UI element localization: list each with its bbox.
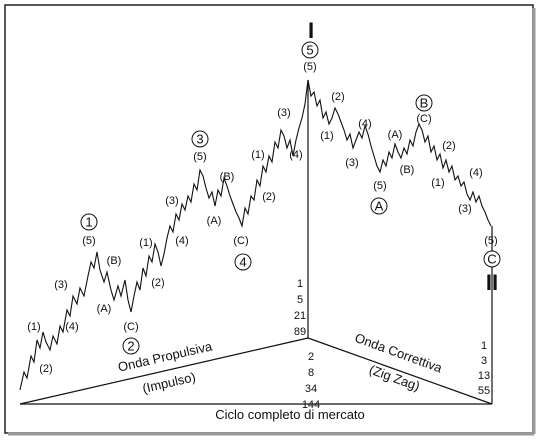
center-number-top: 1: [297, 278, 303, 290]
impulse-label: (5): [82, 235, 95, 247]
correction-label: (1): [431, 177, 444, 189]
impulse-label: (5): [303, 61, 316, 73]
center-number-bottom: 34: [305, 383, 317, 395]
major-label-5-circle: [301, 41, 319, 59]
correction-label: (2): [331, 91, 344, 103]
impulse-label: (A): [207, 215, 222, 227]
impulse-label: (2): [151, 277, 164, 289]
impulse-base-line: [19, 337, 309, 405]
major-label-4-circle: [234, 253, 252, 271]
impulse-label: (B): [220, 171, 235, 183]
right-number: 1: [481, 340, 487, 352]
center-number-bottom: 2: [308, 351, 314, 363]
correction-label: (5): [373, 180, 386, 192]
impulse-label: (2): [39, 363, 52, 375]
major-label-5: 5: [306, 43, 313, 58]
correction-label: (B): [400, 164, 415, 176]
major-label-c: C: [487, 252, 496, 267]
major-label-2-circle: [122, 337, 140, 355]
impulse-label: (2): [262, 191, 275, 203]
major-label-2: 2: [127, 339, 134, 354]
center-number-top: 89: [294, 326, 306, 338]
correction-label: (4): [469, 167, 482, 179]
cycle-caption: Ciclo completo di mercato: [215, 407, 365, 422]
major-label-a-circle: [370, 197, 388, 215]
major-label-b-circle: [415, 94, 433, 112]
correction-label: (2): [442, 140, 455, 152]
impulse-label: (A): [97, 303, 112, 315]
major-label-1-circle: [80, 213, 98, 231]
major-label-1: 1: [85, 215, 92, 230]
impulse-label: (5): [193, 151, 206, 163]
correction-label: (5): [484, 235, 497, 247]
impulse-label: (1): [251, 149, 264, 161]
right-number: 13: [478, 370, 490, 382]
correction-label: (4): [358, 118, 371, 130]
impulse-label: (4): [65, 321, 78, 333]
impulse-label: (3): [277, 107, 290, 119]
correction-label: (A): [388, 129, 403, 141]
impulse-label: (B): [107, 255, 122, 267]
impulse-label: (C): [123, 321, 138, 333]
correction-label: (1): [320, 130, 333, 142]
major-label-b: B: [420, 96, 429, 111]
right-number: 55: [478, 385, 490, 397]
correction-label: (3): [458, 203, 471, 215]
wave-labels: (1) (2) (3) (4) (5) (1) (2) (3) (4) (5) (A) (B) (C) (…: [27, 41, 501, 375]
wave-line: [19, 79, 492, 391]
major-label-3-circle: [191, 130, 209, 148]
right-number: 3: [481, 355, 487, 367]
center-number-top: 21: [294, 310, 306, 322]
center-number-bottom: 8: [308, 367, 314, 379]
impulse-label: (3): [54, 279, 67, 291]
correction-label: (C): [416, 113, 431, 125]
impulse-label: (1): [27, 321, 40, 333]
impulse-label: (C): [233, 235, 248, 247]
correction-base-line: [307, 337, 493, 405]
major-label-c-circle: [483, 250, 501, 268]
correction-label: (3): [345, 157, 358, 169]
major-label-4: 4: [239, 255, 246, 270]
roman-top-label: I: [308, 18, 314, 43]
roman-bottom-label: II: [486, 270, 498, 295]
impulse-label: (4): [289, 149, 302, 161]
impulse-label: (4): [175, 235, 188, 247]
center-number-top: 5: [297, 294, 303, 306]
major-label-a: A: [375, 199, 384, 214]
center-number-bottom: 144: [302, 399, 320, 411]
impulse-label: (3): [165, 195, 178, 207]
major-label-3: 3: [196, 132, 203, 147]
impulse-label: (1): [139, 237, 152, 249]
